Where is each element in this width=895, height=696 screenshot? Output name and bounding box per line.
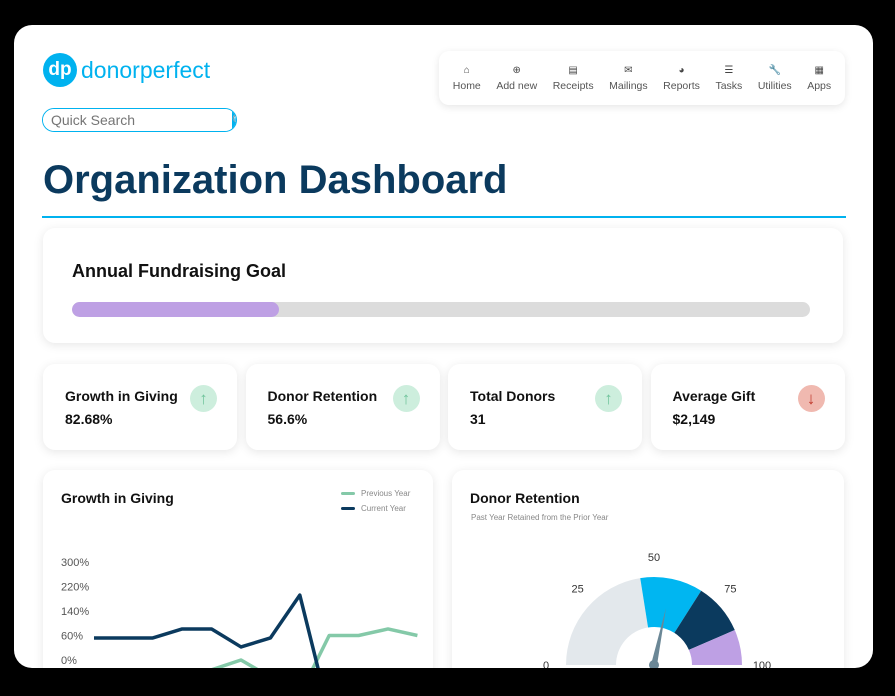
gauge-tick-label: 100	[753, 660, 771, 668]
page-title: Organization Dashboard	[43, 158, 508, 202]
gauge-needle-hub	[649, 660, 659, 668]
nav-label: Receipts	[552, 79, 594, 92]
dashboard-window: dp donorperfect 🔍 ⌂ Home ⊕ Add new ▤ Receipts…	[14, 25, 873, 668]
kpi-card-average-gift: Average Gift $2,149 ↓	[650, 364, 845, 450]
kpi-value: $2,149	[672, 411, 716, 427]
gauge-band	[674, 590, 735, 650]
nav-label: Add new	[496, 79, 538, 92]
nav-tasks[interactable]: ☰ Tasks	[715, 65, 742, 92]
logo-mark: dp	[43, 53, 77, 87]
kpi-card-total-donors: Total Donors 31 ↑	[448, 364, 642, 450]
tasks-icon: ☰	[724, 64, 734, 76]
search-button[interactable]: 🔍	[232, 109, 236, 131]
legend-previous-year: Previous Year	[341, 489, 410, 498]
kpi-card-donor-retention: Donor Retention 56.6% ↑	[245, 364, 440, 450]
kpi-label: Donor Retention	[267, 388, 378, 404]
logo-text: donorperfect	[81, 56, 211, 83]
nav-home[interactable]: ⌂ Home	[453, 65, 481, 92]
utilities-icon: 🔧	[768, 64, 781, 76]
kpi-label: Average Gift	[672, 388, 756, 404]
arrow-up-icon: ↑	[595, 385, 622, 412]
fundraising-goal-card: Annual Fundraising Goal	[43, 228, 843, 343]
series-line-previous-year	[211, 627, 418, 668]
mailings-icon: ✉	[624, 64, 633, 76]
quick-search-input[interactable]	[43, 109, 232, 131]
nav-add-new[interactable]: ⊕ Add new	[496, 65, 537, 92]
gauge-needle	[651, 608, 666, 666]
apps-icon: ▦	[814, 64, 824, 76]
top-nav: ⌂ Home ⊕ Add new ▤ Receipts ✉ Mailings ◕ Reports ☰…	[439, 51, 845, 105]
reports-icon: ◕	[678, 64, 685, 76]
receipts-icon: ▤	[568, 64, 578, 76]
nav-label: Utilities	[757, 79, 792, 92]
nav-utilities[interactable]: 🔧 Utilities	[758, 65, 792, 92]
donor-retention-card: Donor Retention Past Year Retained from …	[452, 470, 844, 668]
kpi-card-growth-in-giving: Growth in Giving 82.68% ↑	[43, 364, 237, 450]
retention-gauge: 0 25 50 75 100	[543, 552, 771, 668]
growth-line-chart: 300% 220% 140% 60% 0%	[61, 557, 418, 668]
kpi-value: 31	[470, 411, 486, 427]
legend-label: Current Year	[361, 504, 406, 513]
goal-progress-fill	[72, 302, 279, 317]
nav-label: Home	[452, 79, 481, 92]
nav-reports[interactable]: ◕ Reports	[663, 65, 700, 92]
add-new-icon: ⊕	[512, 64, 521, 76]
growth-chart-title: Growth in Giving	[61, 490, 174, 506]
gauge-tick-label: 25	[572, 584, 584, 596]
gauge-band	[640, 577, 702, 633]
kpi-label: Growth in Giving	[65, 388, 178, 404]
arrow-down-icon: ↓	[797, 385, 825, 412]
arrow-up-icon: ↑	[190, 385, 217, 412]
gauge-band	[566, 578, 649, 665]
kpi-value: 82.68%	[65, 411, 113, 427]
home-icon: ⌂	[463, 64, 470, 76]
quick-search: 🔍	[42, 108, 237, 132]
nav-label: Reports	[663, 79, 700, 92]
y-tick-label: 220%	[61, 582, 89, 594]
gauge-tick-label: 0	[543, 660, 549, 668]
kpi-label: Total Donors	[470, 388, 556, 404]
y-tick-label: 60%	[61, 631, 83, 643]
retention-subtitle: Past Year Retained from the Prior Year	[471, 513, 609, 522]
donorperfect-logo[interactable]: dp donorperfect	[43, 53, 210, 87]
y-tick-label: 0%	[61, 655, 77, 667]
nav-apps[interactable]: ▦ Apps	[807, 65, 831, 92]
legend-current-year: Current Year	[341, 504, 406, 513]
nav-label: Mailings	[609, 79, 648, 92]
y-tick-label: 140%	[61, 606, 89, 618]
arrow-up-icon: ↑	[392, 385, 420, 412]
search-icon: 🔍	[232, 115, 236, 127]
nav-label: Apps	[807, 79, 832, 92]
retention-chart-title: Donor Retention	[470, 490, 580, 506]
y-tick-label: 300%	[61, 557, 89, 569]
gauge-tick-label: 75	[724, 584, 736, 596]
nav-mailings[interactable]: ✉ Mailings	[609, 65, 648, 92]
legend-label: Previous Year	[361, 489, 411, 498]
gauge-band	[688, 630, 742, 665]
title-divider	[42, 216, 846, 218]
goal-title: Annual Fundraising Goal	[72, 261, 287, 281]
gauge-tick-label: 50	[648, 552, 660, 564]
kpi-value: 56.6%	[267, 411, 308, 427]
goal-progress-bar	[72, 302, 810, 317]
nav-label: Tasks	[715, 79, 743, 92]
nav-receipts[interactable]: ▤ Receipts	[553, 65, 594, 92]
growth-in-giving-card: Growth in Giving Previous Year Current Y…	[43, 470, 433, 668]
series-line-current-year	[94, 593, 320, 668]
